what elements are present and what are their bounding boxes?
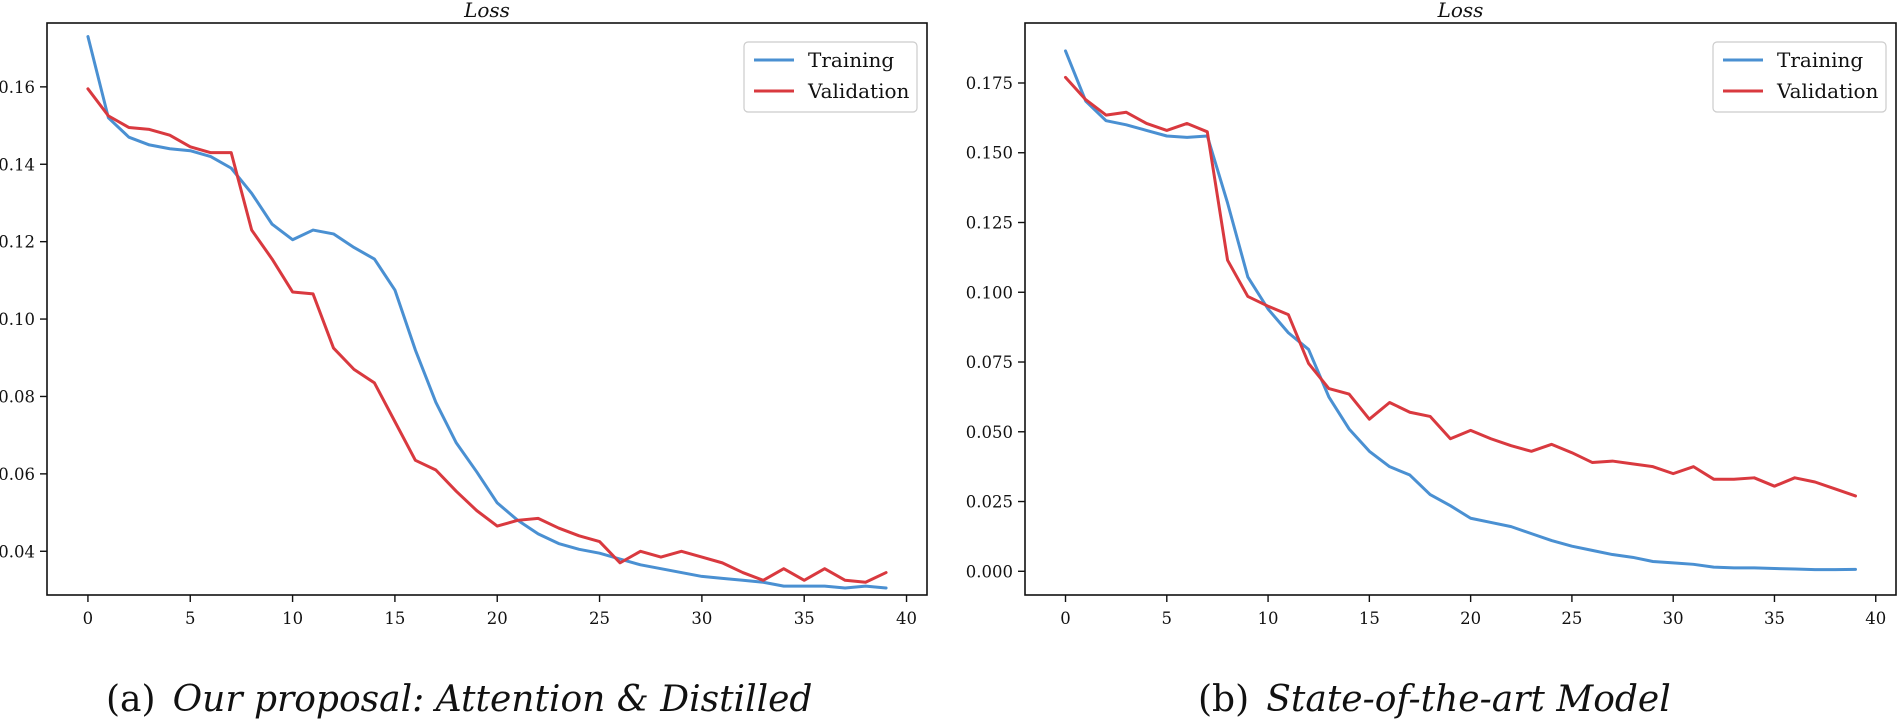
y-tick-label: 0.125 [966,214,1013,233]
legend: Training Validation [1712,41,1887,113]
series-line-training [86,35,888,590]
y-tick-label: 0.06 [0,465,35,484]
x-tick-label: 0 [1060,609,1071,628]
x-tick-label: 40 [896,609,917,628]
series-line-validation [86,87,888,584]
legend-label: Training [1777,48,1863,72]
y-tick-label: 0.175 [966,74,1013,93]
y-tick-label: 0.000 [966,562,1013,581]
legend-label: Training [808,48,894,72]
y-tick-label: 0.12 [0,233,35,252]
legend-label: Validation [1776,79,1879,103]
plot-area [46,22,928,596]
x-tick-label: 5 [1162,609,1173,628]
series-line-validation [1064,75,1857,498]
x-tick-label: 30 [1663,609,1684,628]
plot-area [1024,22,1897,596]
y-tick-label: 0.10 [0,310,35,329]
chart-panel-a: Loss 0 5 10 15 20 25 30 35 40 0.04 0.06 0.08 0.10 0.1… [0,0,928,720]
caption-label: (b) [1198,679,1249,720]
series-layer [1064,49,1857,572]
ticks-layer: 0 5 10 15 20 25 30 35 40 0.000 0.025 0.050 0.075 0.10… [966,74,1886,628]
ticks-layer: 0 5 10 15 20 25 30 35 40 0.04 0.06 0.08 0.10 0.12 0.14… [0,78,917,628]
x-tick-label: 10 [1258,609,1279,628]
series-line-training [1064,49,1857,572]
chart-title: Loss [463,0,510,22]
x-tick-label: 0 [83,609,94,628]
y-tick-label: 0.050 [966,423,1013,442]
y-tick-label: 0.025 [966,493,1013,512]
x-tick-label: 35 [794,609,815,628]
caption-title: Our proposal: Attention & Distilled [173,679,813,720]
series-layer [86,35,888,590]
x-tick-label: 20 [1460,609,1481,628]
x-tick-label: 25 [589,609,610,628]
caption-title: State-of-the-art Model [1266,679,1671,720]
legend: Training Validation [743,41,918,113]
x-tick-label: 20 [487,609,508,628]
y-tick-label: 0.150 [966,144,1013,163]
x-tick-label: 5 [185,609,196,628]
y-tick-label: 0.100 [966,283,1013,302]
y-tick-label: 0.04 [0,542,35,561]
x-tick-label: 25 [1561,609,1582,628]
x-tick-label: 35 [1764,609,1785,628]
x-tick-label: 40 [1865,609,1886,628]
x-tick-label: 10 [282,609,303,628]
y-tick-label: 0.08 [0,387,35,406]
chart-title: Loss [1437,0,1484,22]
x-tick-label: 15 [1359,609,1380,628]
y-tick-label: 0.14 [0,155,35,174]
x-tick-label: 15 [384,609,405,628]
figure-caption: (b) State-of-the-art Model [1198,679,1671,720]
y-tick-label: 0.075 [966,353,1013,372]
legend-label: Validation [807,79,910,103]
chart-panel-b: Loss 0 5 10 15 20 25 30 35 40 0.000 0.025 0.050 0.07… [966,0,1897,720]
y-tick-label: 0.16 [0,78,35,97]
figure-caption: (a) Our proposal: Attention & Distilled [106,679,812,720]
caption-label: (a) [106,679,156,720]
x-tick-label: 30 [691,609,712,628]
